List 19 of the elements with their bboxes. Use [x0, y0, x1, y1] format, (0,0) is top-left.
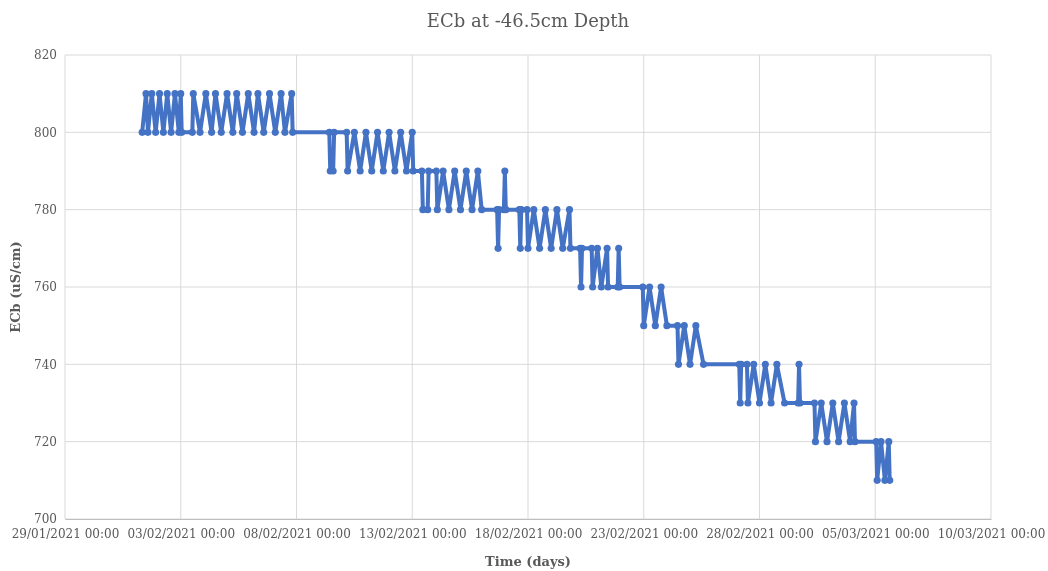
x-tick-label: 10/03/2021 00:00 [937, 526, 1046, 541]
y-tick-label: 760 [34, 280, 57, 295]
x-tick-label: 29/01/2021 00:00 [11, 526, 120, 541]
x-tick-label: 03/02/2021 00:00 [127, 526, 236, 541]
y-tick-label: 700 [34, 512, 57, 527]
chart-title: ECb at -46.5cm Depth [426, 10, 630, 31]
y-tick-label: 780 [34, 203, 57, 218]
x-tick-label: 05/03/2021 00:00 [821, 526, 930, 541]
y-tick-label: 740 [34, 357, 57, 372]
x-tick-label: 08/02/2021 00:00 [243, 526, 351, 541]
y-tick-label: 800 [34, 125, 57, 140]
x-tick-label: 23/02/2021 00:00 [590, 526, 699, 541]
y-tick-label: 720 [34, 435, 57, 450]
x-tick-label: 18/02/2021 00:00 [474, 526, 583, 541]
y-axis-title: ECb (uS/cm) [8, 241, 23, 333]
x-tick-label: 13/02/2021 00:00 [358, 526, 467, 541]
y-tick-label: 820 [34, 48, 57, 63]
x-tick-label: 28/02/2021 00:00 [706, 526, 814, 541]
x-axis-title: Time (days) [485, 554, 571, 569]
